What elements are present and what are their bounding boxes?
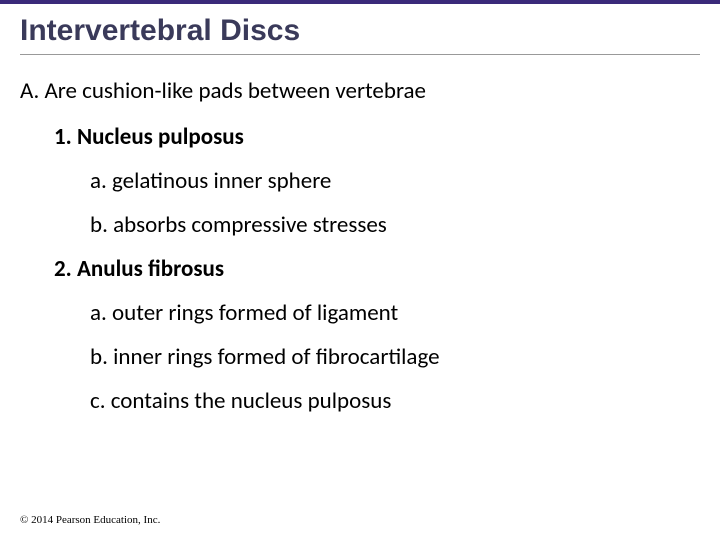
outline-2b: b. inner rings formed of fibrocartilage — [20, 343, 700, 371]
copyright-footer: © 2014 Pearson Education, Inc. — [20, 514, 160, 526]
outline-2: 2. Anulus fibrosus — [20, 255, 700, 283]
slide-title: Intervertebral Discs — [20, 14, 700, 55]
outline-1a: a. gelatinous inner sphere — [20, 167, 700, 195]
outline-a: A. Are cushion-like pads between vertebr… — [20, 77, 700, 105]
slide-content: Intervertebral Discs A. Are cushion-like… — [0, 4, 720, 415]
outline-2a: a. outer rings formed of ligament — [20, 299, 700, 327]
outline-1b: b. absorbs compressive stresses — [20, 211, 700, 239]
outline-2c: c. contains the nucleus pulposus — [20, 387, 700, 415]
outline-1: 1. Nucleus pulposus — [20, 123, 700, 151]
